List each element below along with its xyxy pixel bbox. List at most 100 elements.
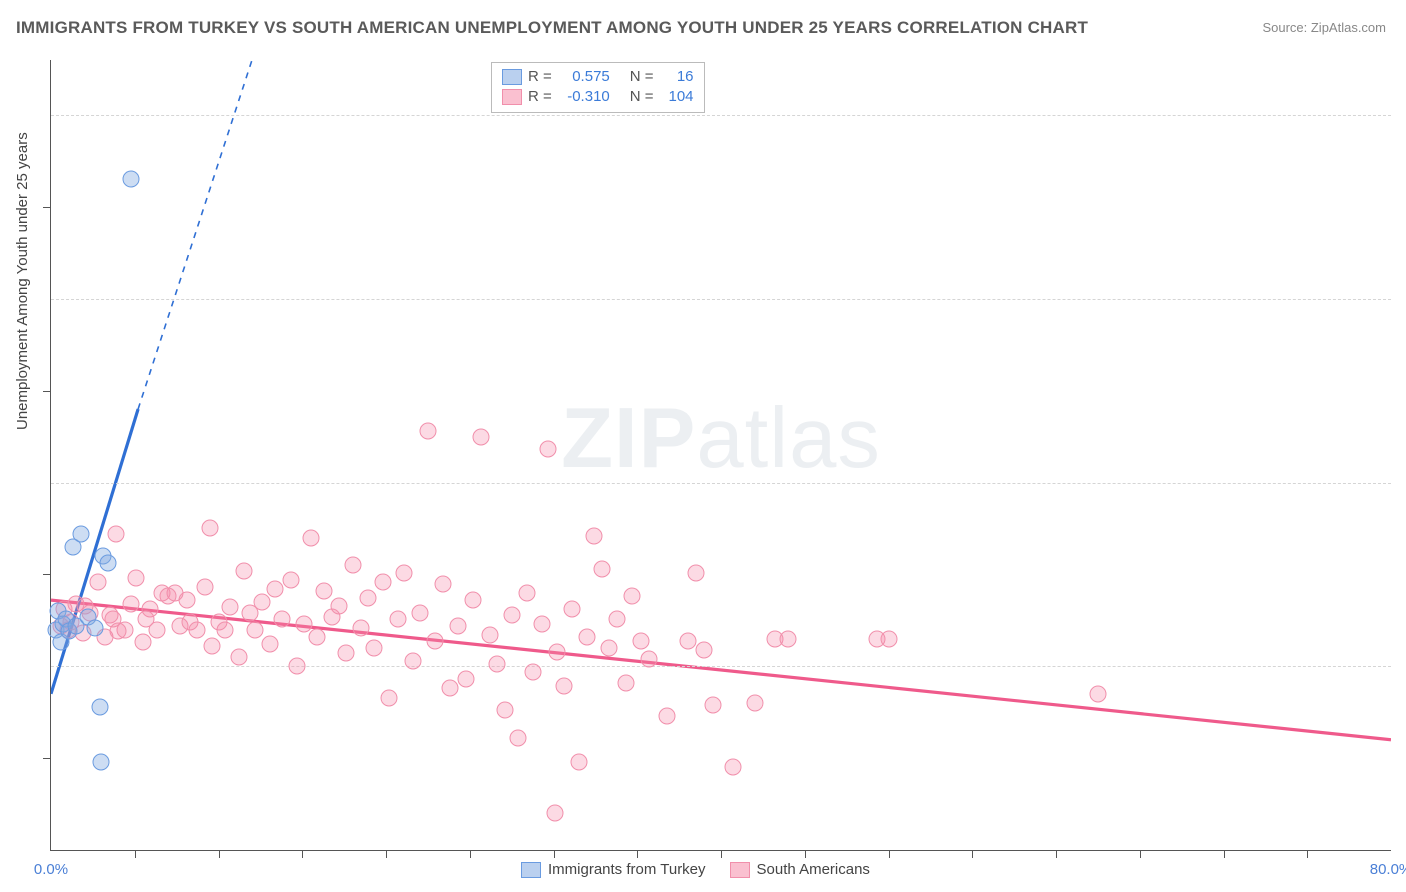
x-tick-minor xyxy=(470,850,471,858)
x-tick-minor xyxy=(1224,850,1225,858)
scatter-point-pink xyxy=(123,595,140,612)
scatter-point-pink xyxy=(704,696,721,713)
scatter-point-pink xyxy=(128,570,145,587)
scatter-point-pink xyxy=(359,590,376,607)
scatter-point-pink xyxy=(295,616,312,633)
x-tick-minor xyxy=(302,850,303,858)
scatter-point-pink xyxy=(1089,685,1106,702)
scatter-point-pink xyxy=(411,605,428,622)
x-tick-minor xyxy=(972,850,973,858)
scatter-point-blue xyxy=(99,555,116,572)
scatter-point-pink xyxy=(262,636,279,653)
scatter-point-pink xyxy=(188,621,205,638)
source-label: Source: ZipAtlas.com xyxy=(1262,20,1386,35)
scatter-point-pink xyxy=(426,632,443,649)
x-tick-minor xyxy=(135,850,136,858)
scatter-point-pink xyxy=(585,527,602,544)
trend-lines xyxy=(51,60,1391,850)
legend-item-2: South Americans xyxy=(730,861,870,878)
watermark: ZIPatlas xyxy=(561,390,881,488)
scatter-point-pink xyxy=(404,652,421,669)
stats-swatch-blue xyxy=(502,69,522,85)
stats-r-value-1: 0.575 xyxy=(558,67,610,87)
scatter-point-pink xyxy=(104,610,121,627)
y-tick-minor xyxy=(43,574,51,575)
scatter-point-pink xyxy=(548,643,565,660)
scatter-point-pink xyxy=(289,658,306,675)
legend-label-2: South Americans xyxy=(757,861,870,878)
scatter-point-pink xyxy=(235,562,252,579)
scatter-point-pink xyxy=(419,423,436,440)
stats-r-label-2: R = xyxy=(528,87,552,107)
scatter-point-pink xyxy=(609,610,626,627)
legend-swatch-blue xyxy=(521,862,541,878)
chart-title: IMMIGRANTS FROM TURKEY VS SOUTH AMERICAN… xyxy=(16,18,1088,38)
scatter-point-pink xyxy=(222,599,239,616)
legend-swatch-pink xyxy=(730,862,750,878)
scatter-point-pink xyxy=(450,617,467,634)
scatter-point-pink xyxy=(724,759,741,776)
scatter-point-pink xyxy=(374,573,391,590)
scatter-point-pink xyxy=(659,707,676,724)
y-tick-minor xyxy=(43,391,51,392)
gridline-h xyxy=(51,115,1391,116)
scatter-point-pink xyxy=(197,579,214,596)
scatter-point-pink xyxy=(331,597,348,614)
scatter-point-pink xyxy=(458,671,475,688)
scatter-point-pink xyxy=(563,601,580,618)
y-tick-label: 10.0% xyxy=(1396,658,1406,675)
watermark-light: atlas xyxy=(696,391,881,486)
stats-n-label-1: N = xyxy=(630,67,654,87)
scatter-point-pink xyxy=(540,441,557,458)
scatter-point-pink xyxy=(282,571,299,588)
stats-swatch-pink xyxy=(502,89,522,105)
scatter-point-pink xyxy=(696,641,713,658)
stats-n-value-1: 16 xyxy=(660,67,694,87)
x-tick-minor xyxy=(889,850,890,858)
scatter-point-pink xyxy=(108,526,125,543)
scatter-point-pink xyxy=(465,592,482,609)
scatter-point-pink xyxy=(89,573,106,590)
scatter-point-pink xyxy=(441,680,458,697)
scatter-point-pink xyxy=(396,564,413,581)
scatter-point-pink xyxy=(344,557,361,574)
x-tick-minor xyxy=(805,850,806,858)
scatter-point-pink xyxy=(679,632,696,649)
stats-row-1: R = 0.575 N = 16 xyxy=(502,67,694,87)
scatter-point-pink xyxy=(600,639,617,656)
scatter-point-pink xyxy=(594,560,611,577)
scatter-point-pink xyxy=(302,529,319,546)
scatter-point-pink xyxy=(687,564,704,581)
scatter-point-pink xyxy=(203,638,220,655)
legend: Immigrants from Turkey South Americans xyxy=(521,861,870,878)
y-tick-label: 40.0% xyxy=(1396,107,1406,124)
scatter-point-pink xyxy=(366,639,383,656)
scatter-point-pink xyxy=(555,678,572,695)
scatter-point-pink xyxy=(488,656,505,673)
source-prefix: Source: xyxy=(1262,20,1310,35)
scatter-point-pink xyxy=(178,592,195,609)
scatter-point-pink xyxy=(525,663,542,680)
x-tick-minor xyxy=(386,850,387,858)
scatter-point-blue xyxy=(73,526,90,543)
source-site: ZipAtlas.com xyxy=(1311,20,1386,35)
scatter-point-pink xyxy=(267,581,284,598)
x-tick-minor xyxy=(554,850,555,858)
scatter-point-pink xyxy=(254,593,271,610)
scatter-point-pink xyxy=(381,689,398,706)
stats-n-label-2: N = xyxy=(630,87,654,107)
scatter-point-pink xyxy=(274,610,291,627)
x-tick-minor xyxy=(1056,850,1057,858)
scatter-point-blue xyxy=(86,619,103,636)
plot-area: ZIPatlas R = 0.575 N = 16 R = -0.310 N =… xyxy=(50,60,1391,851)
scatter-point-pink xyxy=(533,616,550,633)
scatter-point-pink xyxy=(640,650,657,667)
y-axis-label: Unemployment Among Youth under 25 years xyxy=(14,132,31,430)
scatter-point-pink xyxy=(746,695,763,712)
y-tick-label: 20.0% xyxy=(1396,474,1406,491)
x-tick-minor xyxy=(637,850,638,858)
stats-r-label-1: R = xyxy=(528,67,552,87)
scatter-point-pink xyxy=(352,619,369,636)
x-tick-minor xyxy=(1307,850,1308,858)
scatter-point-pink xyxy=(247,621,264,638)
